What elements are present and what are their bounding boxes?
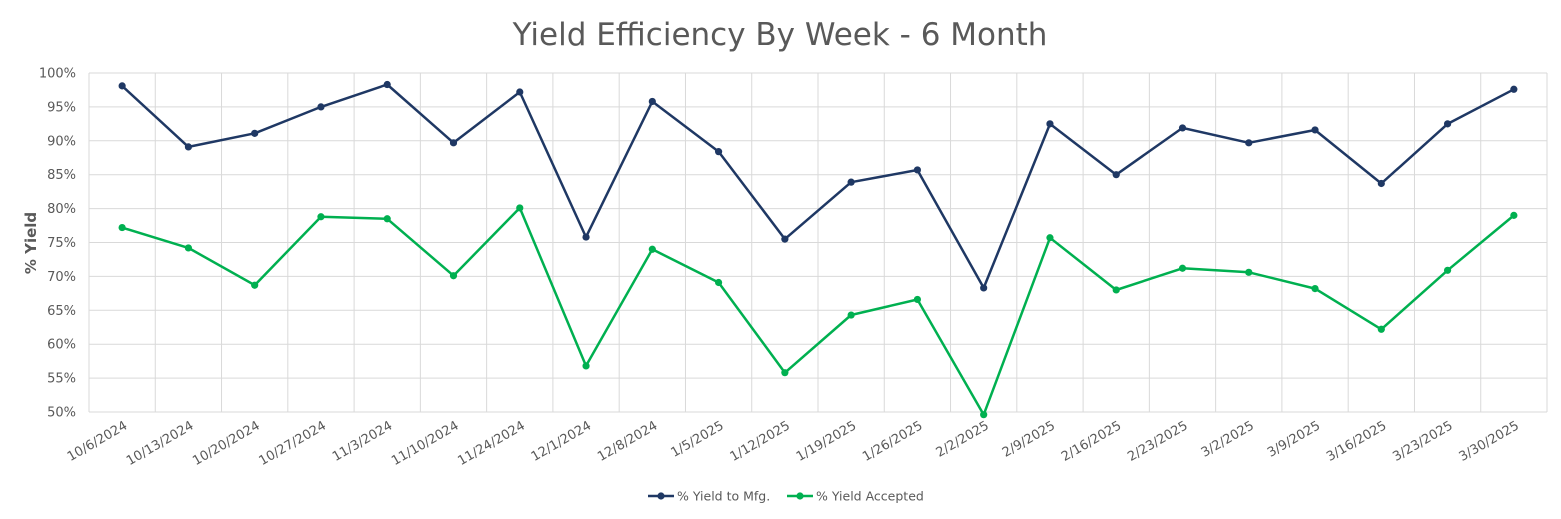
data-point [913,295,922,304]
x-tick-label: 10/20/2024 [190,418,262,468]
data-point [1510,85,1518,93]
y-tick-label: 85% [47,168,76,183]
data-point [913,166,922,174]
data-point [847,178,855,186]
data-point [648,245,656,253]
data-point [1245,139,1253,147]
data-point [317,103,325,111]
x-tick-label: 3/23/2025 [1390,418,1455,464]
series-2 [118,204,1518,419]
data-point [781,235,789,243]
data-point [847,311,855,319]
legend-marker [796,492,804,500]
data-point [118,82,126,90]
series-1 [118,80,1518,292]
x-tick-label: 1/26/2025 [860,418,925,464]
data-point [714,278,723,287]
data-point [251,281,259,289]
data-point [184,143,193,151]
x-tick-label: 10/6/2024 [65,418,130,464]
series-line [121,206,1515,416]
data-point [1046,234,1054,242]
y-tick-label: 100% [39,67,76,82]
legend: % Yield to Mfg. % Yield Accepted [648,489,924,504]
legend-item: % Yield to Mfg. [648,489,770,504]
data-point [1178,264,1187,272]
data-point [1443,120,1452,128]
y-tick-label: 70% [47,270,76,285]
data-point [516,204,524,212]
data-point [1377,325,1385,333]
y-tick-label: 65% [47,304,76,319]
data-point [251,129,259,137]
data-point [1112,171,1120,179]
data-point [582,362,590,370]
y-tick-label: 95% [47,100,76,115]
x-tick-label: 11/10/2024 [389,418,461,468]
data-point [449,272,458,280]
x-tick-label: 1/19/2025 [794,418,859,464]
data-point [1311,285,1319,293]
x-tick-label: 2/16/2025 [1059,418,1124,464]
legend-label: % Yield to Mfg. [677,489,770,504]
x-tick-label: 2/2/2025 [934,418,992,460]
data-point [184,244,193,252]
y-axis-ticks: 50% 55% 60% 65% 70% 75% 80% 85% 90% 95% 100% [39,67,76,421]
y-tick-label: 75% [47,236,76,251]
data-point [714,148,723,156]
x-tick-label: 3/2/2025 [1199,418,1257,460]
data-point [449,139,458,147]
y-tick-label: 60% [47,338,76,353]
legend-item: % Yield Accepted [787,489,924,504]
y-tick-label: 90% [47,134,76,149]
y-axis-label: % Yield [22,212,40,274]
data-point [383,215,391,223]
series-line [121,83,1515,290]
data-point [1443,266,1452,274]
x-tick-label: 10/13/2024 [124,418,196,468]
x-tick-label: 3/16/2025 [1324,418,1389,464]
data-point [980,411,988,419]
x-tick-label: 3/30/2025 [1457,418,1522,464]
data-point [980,284,988,292]
data-point [1112,286,1120,294]
data-point [1377,179,1385,188]
data-point [1178,124,1187,132]
data-point [648,97,656,106]
data-point [1245,268,1253,276]
x-tick-label: 1/5/2025 [669,418,727,460]
data-point [516,88,524,96]
x-tick-label: 12/8/2024 [595,418,660,464]
data-point [781,369,789,377]
chart-title: Yield Efficiency By Week - 6 Month [512,17,1048,53]
y-tick-label: 50% [47,406,76,421]
x-tick-label: 2/9/2025 [1000,418,1058,460]
data-point [1311,126,1319,134]
data-point [383,80,391,89]
series [118,80,1518,419]
x-tick-label: 12/1/2024 [529,418,594,464]
x-tick-label: 2/23/2025 [1125,418,1190,464]
data-point [1510,211,1518,219]
grid [88,72,1548,413]
data-point [317,213,325,221]
y-tick-label: 55% [47,372,76,387]
data-point [1046,120,1054,128]
x-tick-label: 11/3/2024 [330,418,395,464]
y-tick-label: 80% [47,202,76,217]
x-tick-label: 10/27/2024 [257,418,329,468]
x-tick-label: 1/12/2025 [728,418,793,464]
data-point [582,233,590,241]
legend-label: % Yield Accepted [816,489,924,504]
x-tick-label: 11/24/2024 [455,418,527,468]
x-tick-label: 3/9/2025 [1265,418,1323,460]
legend-marker [657,492,665,500]
data-point [118,223,126,232]
